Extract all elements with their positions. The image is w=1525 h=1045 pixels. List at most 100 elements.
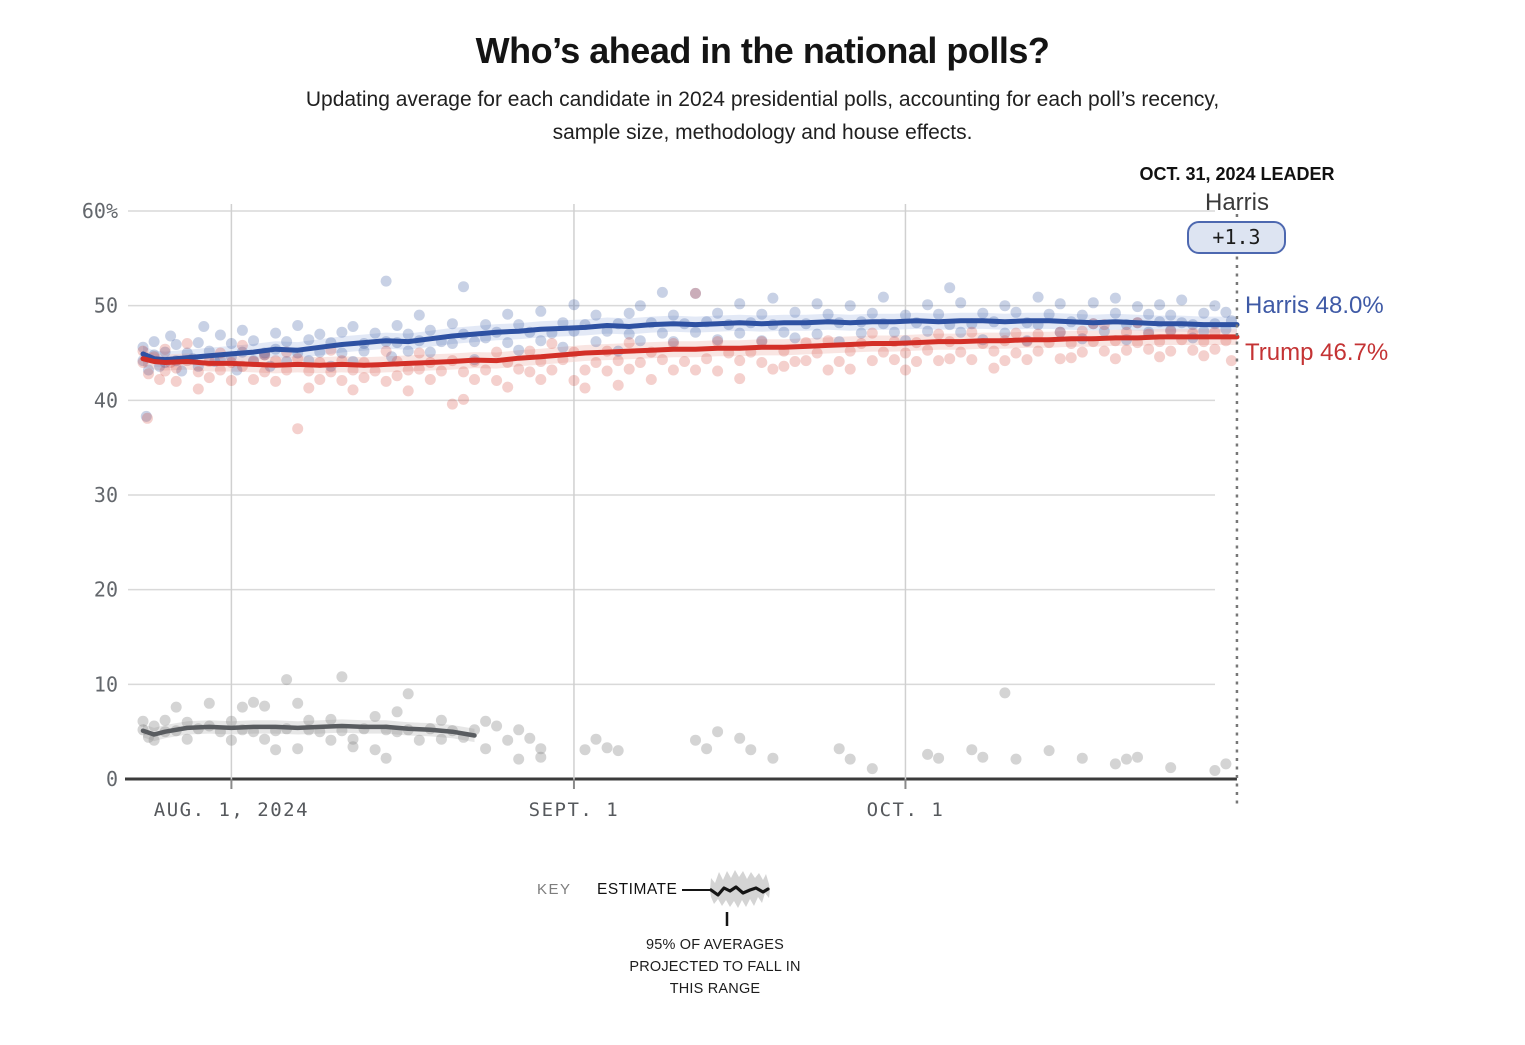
harris-poll-dot[interactable] [314,328,326,340]
harris-poll-dot[interactable] [756,335,768,347]
harris-poll-dot[interactable] [922,325,934,337]
harris-poll-dot[interactable] [634,335,646,347]
other-poll-dot[interactable] [303,714,315,726]
other-poll-dot[interactable] [701,743,713,755]
harris-poll-dot[interactable] [502,337,514,349]
trump-poll-dot[interactable] [767,363,779,375]
trump-poll-dot[interactable] [336,375,348,386]
trump-poll-dot[interactable] [1032,345,1044,357]
other-poll-dot[interactable] [225,734,237,746]
harris-poll-dot[interactable] [446,338,458,349]
trump-poll-dot[interactable] [143,368,154,380]
other-poll-dot[interactable] [1076,752,1088,764]
other-poll-dot[interactable] [966,744,978,756]
harris-poll-dot[interactable] [1054,326,1066,338]
other-poll-dot[interactable] [347,741,359,753]
harris-poll-dot[interactable] [225,338,237,349]
trump-poll-dot[interactable] [1225,355,1237,367]
harris-poll-dot[interactable] [866,307,878,319]
harris-poll-dot[interactable] [690,287,701,299]
harris-poll-dot[interactable] [1032,291,1044,303]
harris-poll-dot[interactable] [557,317,569,329]
trump-poll-dot[interactable] [933,328,945,340]
trump-poll-dot[interactable] [203,372,215,384]
trump-poll-dot[interactable] [413,347,425,359]
harris-poll-dot[interactable] [148,336,160,348]
other-poll-dot[interactable] [369,744,381,756]
trump-poll-dot[interactable] [248,374,259,385]
trump-poll-dot[interactable] [988,362,1000,374]
harris-poll-dot[interactable] [1198,307,1210,319]
trump-poll-dot[interactable] [170,375,182,387]
trump-poll-dot[interactable] [612,355,624,367]
trump-poll-dot[interactable] [1121,344,1132,356]
other-poll-dot[interactable] [181,733,193,745]
harris-poll-dot[interactable] [955,326,967,338]
harris-poll-dot[interactable] [1109,292,1121,304]
trump-poll-dot[interactable] [966,326,978,338]
harris-poll-dot[interactable] [734,327,746,339]
harris-poll-dot[interactable] [888,326,900,338]
trump-poll-dot[interactable] [380,345,392,357]
harris-poll-dot[interactable] [623,307,635,319]
harris-poll-dot[interactable] [667,309,679,321]
harris-poll-dot[interactable] [336,326,348,338]
trump-poll-dot[interactable] [424,374,436,385]
trump-poll-dot[interactable] [712,365,724,377]
other-poll-dot[interactable] [590,733,602,745]
trump-poll-dot[interactable] [734,355,746,367]
harris-poll-dot[interactable] [1043,308,1055,320]
trump-poll-dot[interactable] [955,346,967,358]
other-poll-dot[interactable] [1010,753,1022,765]
other-poll-dot[interactable] [491,720,503,732]
trump-poll-dot[interactable] [844,345,856,357]
harris-poll-dot[interactable] [789,332,801,344]
harris-poll-dot[interactable] [1165,324,1177,336]
trump-poll-dot[interactable] [888,354,900,366]
other-poll-dot[interactable] [259,733,271,745]
other-poll-dot[interactable] [369,711,381,722]
harris-poll-dot[interactable] [137,341,149,353]
harris-poll-dot[interactable] [303,334,315,346]
harris-poll-dot[interactable] [292,320,304,331]
harris-poll-dot[interactable] [1143,308,1155,320]
harris-poll-dot[interactable] [236,324,248,336]
harris-poll-dot[interactable] [922,299,934,311]
trump-poll-dot[interactable] [292,353,304,365]
harris-poll-dot[interactable] [944,282,956,294]
trump-poll-dot[interactable] [1209,343,1221,355]
harris-poll-dot[interactable] [756,308,768,320]
other-poll-dot[interactable] [435,714,447,726]
other-poll-dot[interactable] [137,715,149,727]
other-poll-dot[interactable] [933,752,945,764]
harris-poll-dot[interactable] [347,321,359,332]
other-poll-dot[interactable] [236,701,248,713]
trump-poll-dot[interactable] [866,327,878,339]
harris-poll-dot[interactable] [1209,300,1221,312]
trump-poll-dot[interactable] [623,363,635,375]
trump-poll-dot[interactable] [1187,344,1199,356]
other-poll-dot[interactable] [612,745,624,757]
other-poll-dot[interactable] [712,726,724,738]
other-poll-dot[interactable] [469,724,480,736]
other-poll-dot[interactable] [148,720,160,732]
trump-poll-dot[interactable] [988,345,1000,357]
other-poll-dot[interactable] [866,763,878,775]
trump-poll-dot[interactable] [811,347,823,359]
harris-poll-dot[interactable] [198,321,210,332]
harris-poll-dot[interactable] [413,309,425,321]
trump-poll-dot[interactable] [933,355,945,367]
other-poll-dot[interactable] [347,733,359,745]
trump-poll-dot[interactable] [612,379,624,391]
trump-poll-dot[interactable] [590,357,602,368]
trump-poll-dot[interactable] [712,336,724,348]
other-poll-dot[interactable] [535,743,547,755]
other-poll-dot[interactable] [1043,745,1055,757]
trump-poll-dot[interactable] [1032,328,1044,340]
trump-poll-dot[interactable] [192,366,204,378]
trump-poll-dot[interactable] [1154,351,1166,363]
trump-poll-dot[interactable] [480,364,492,376]
trump-poll-dot[interactable] [1109,353,1121,365]
harris-poll-dot[interactable] [170,339,182,350]
other-poll-dot[interactable] [203,697,215,709]
